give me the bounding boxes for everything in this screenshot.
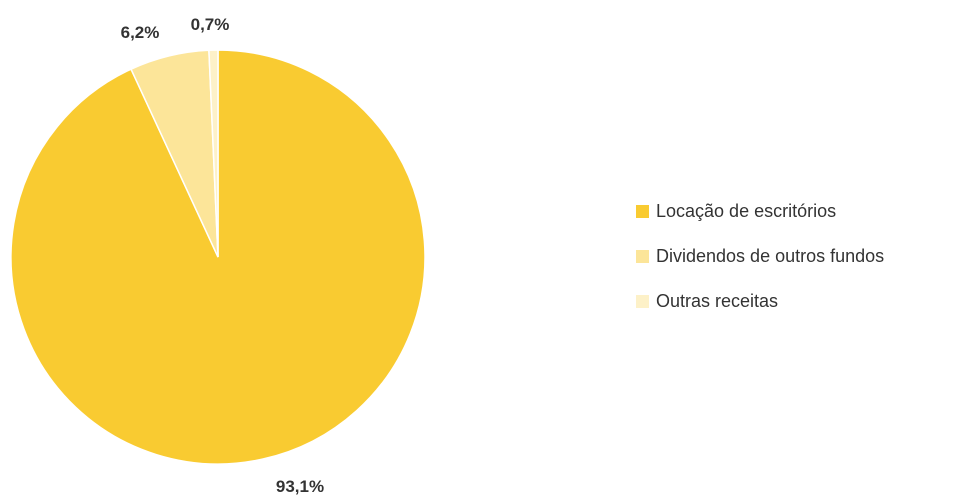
legend-item-dividendos: Dividendos de outros fundos bbox=[636, 245, 884, 267]
legend-item-locacao: Locação de escritórios bbox=[636, 200, 884, 222]
data-label-outras: 0,7% bbox=[191, 15, 230, 34]
legend-swatch-locacao bbox=[636, 204, 649, 218]
data-label-locacao: 93,1% bbox=[276, 477, 324, 496]
legend-item-outras: Outras receitas bbox=[636, 290, 884, 312]
legend-label-locacao: Locação de escritórios bbox=[656, 200, 837, 221]
legend-swatch-dividendos bbox=[636, 249, 649, 263]
slice-outras bbox=[208, 49, 219, 258]
data-label-dividendos: 6,2% bbox=[121, 23, 160, 42]
legend-label-outras: Outras receitas bbox=[656, 290, 779, 311]
legend-label-dividendos: Dividendos de outros fundos bbox=[656, 245, 885, 266]
legend: Locação de escritórios Dividendos de out… bbox=[636, 200, 884, 335]
legend-swatch-outras bbox=[636, 294, 649, 308]
